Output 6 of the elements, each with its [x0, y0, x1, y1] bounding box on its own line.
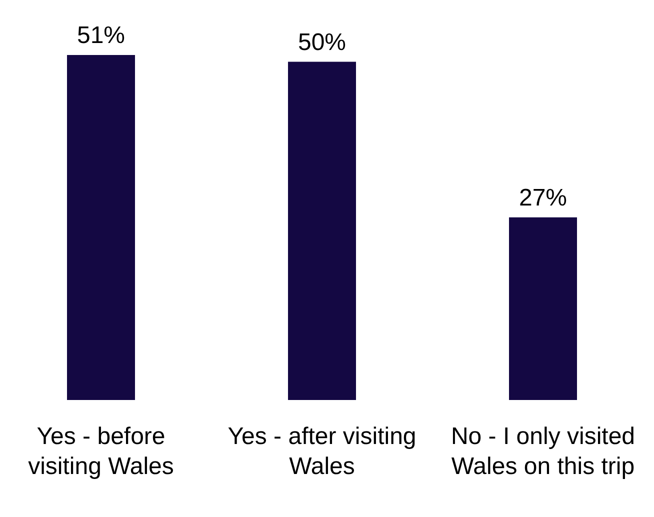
data-label: 50% [298, 28, 346, 56]
data-label: 27% [518, 184, 568, 212]
x-tick-label: Yes - before visiting Wales [28, 423, 174, 480]
x-tick-label: Yes - after visiting Wales [228, 423, 416, 480]
data-label: 51% [76, 22, 126, 49]
x-tick-label: No - I only visited Wales on this trip [450, 423, 636, 480]
